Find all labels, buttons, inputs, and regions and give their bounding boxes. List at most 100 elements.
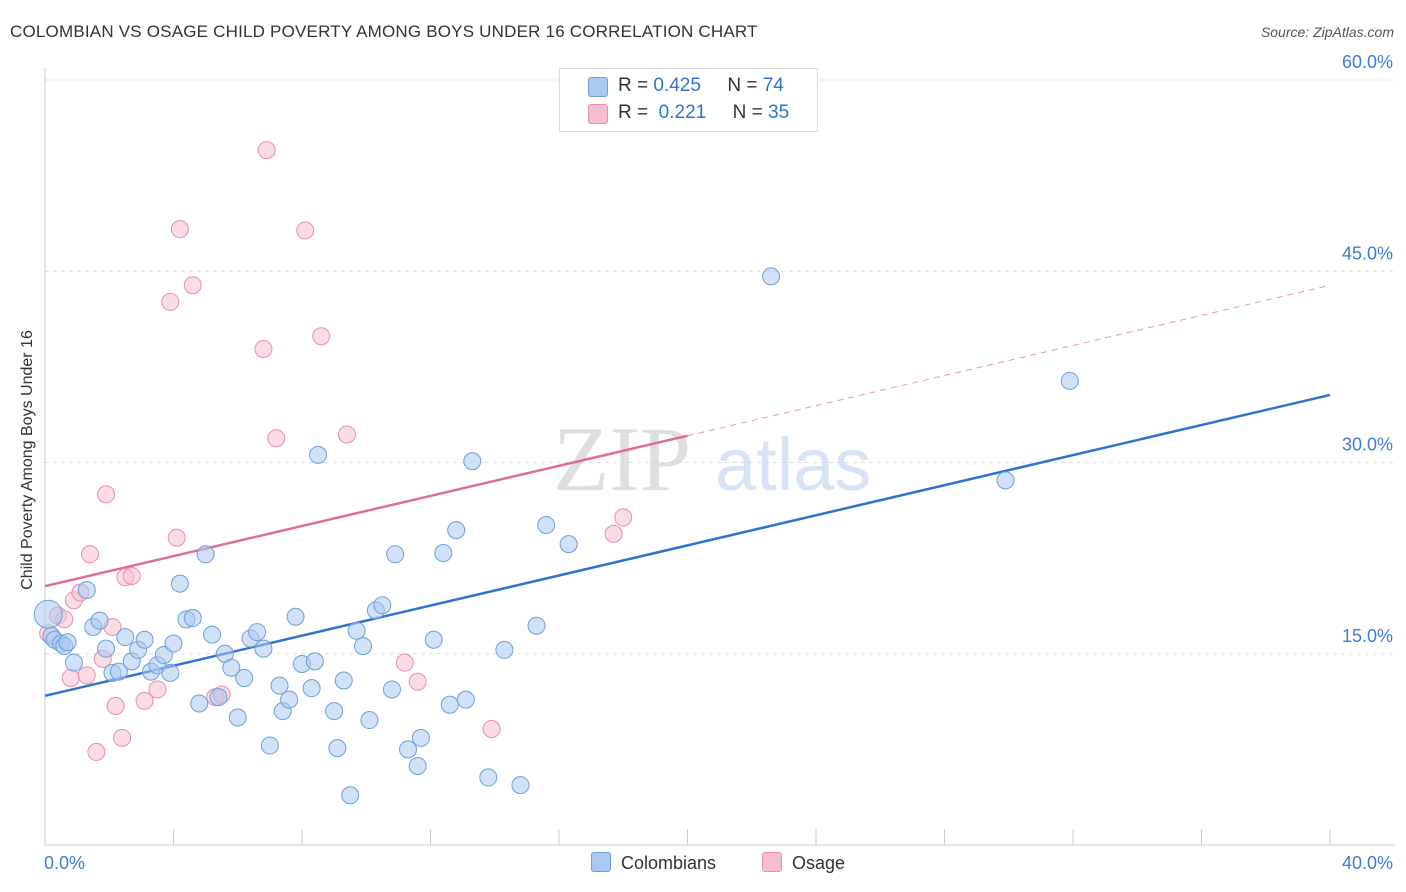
- colombians-point: [408, 756, 427, 775]
- colombians-point: [527, 616, 546, 635]
- colombians-point: [90, 611, 109, 630]
- colombians-point: [996, 471, 1015, 490]
- colombians-point: [434, 544, 453, 563]
- colombians-point: [203, 625, 222, 644]
- y-tick-label: 30.0%: [1342, 435, 1393, 455]
- colombians-point: [386, 545, 405, 564]
- source-credit: Source: ZipAtlas.com: [1260, 24, 1394, 40]
- colombians-point: [328, 739, 347, 758]
- colombians-point: [447, 521, 466, 540]
- colombians-point: [209, 688, 228, 707]
- osage-point: [614, 508, 633, 527]
- y-tick-label: 45.0%: [1342, 243, 1393, 263]
- colombians-point: [456, 690, 475, 709]
- legend-r-label: R =: [618, 102, 649, 123]
- bottom-legend-colombians: Colombians: [591, 852, 716, 874]
- osage-point: [408, 672, 427, 691]
- osage-point: [482, 719, 501, 738]
- colombians-point: [399, 740, 418, 759]
- colombians-point: [479, 768, 498, 787]
- colombians-point: [280, 690, 299, 709]
- chart-title: COLOMBIAN VS OSAGE CHILD POVERTY AMONG B…: [10, 22, 758, 41]
- osage-point: [337, 425, 356, 444]
- osage-point: [148, 680, 167, 699]
- x-tick-label: 40.0%: [1342, 853, 1393, 873]
- colombians-point: [190, 694, 209, 713]
- colombians-point: [286, 607, 305, 626]
- y-tick-label: 60.0%: [1342, 52, 1393, 72]
- correlation-legend: R = 0.425 N = 74 R = 0.221 N = 35: [559, 68, 818, 132]
- legend-n-value: 35: [768, 102, 790, 123]
- osage-point: [257, 141, 276, 160]
- watermark-atlas: atlas: [715, 423, 871, 506]
- legend-n-value: 74: [762, 75, 784, 96]
- colombians-point: [347, 621, 366, 640]
- y-tick-label: 15.0%: [1342, 626, 1393, 646]
- colombians-point: [382, 680, 401, 699]
- osage-point: [183, 276, 202, 295]
- tick-labels: 15.0% 30.0% 45.0% 60.0% 0.0% 40.0%: [44, 52, 1393, 873]
- colombians-point: [1060, 371, 1079, 390]
- osage-point: [161, 292, 180, 311]
- colombians-point: [373, 596, 392, 615]
- osage-swatch: [588, 104, 608, 124]
- colombians-point: [170, 574, 189, 593]
- colombians-point: [196, 545, 215, 564]
- legend-r-value: 0.221: [658, 102, 707, 123]
- colombians-point: [762, 267, 781, 286]
- osage-point: [122, 566, 141, 585]
- osage-point: [97, 485, 116, 504]
- watermark-zip: ZIP: [553, 408, 691, 510]
- colombians-swatch: [588, 77, 608, 97]
- osage-point: [170, 220, 189, 239]
- colombians-point: [228, 708, 247, 727]
- colombians-point: [309, 445, 328, 464]
- colombians-point: [424, 630, 443, 649]
- colombians-point: [260, 736, 279, 755]
- osage-point: [254, 340, 273, 359]
- gridlines: [45, 79, 1395, 655]
- colombians-point: [164, 634, 183, 653]
- colombians-point: [334, 671, 353, 690]
- colombians-point: [77, 581, 96, 599]
- axes: [44, 68, 1395, 846]
- legend-n-label: N =: [727, 75, 758, 96]
- colombians-point: [33, 599, 63, 629]
- colombians-point: [135, 630, 154, 649]
- colombians-legend-swatch: [591, 852, 611, 872]
- colombians-point: [183, 609, 202, 628]
- osage-point: [267, 429, 286, 448]
- colombians-point: [341, 786, 360, 805]
- x-tick-label: 0.0%: [44, 853, 85, 873]
- colombians-point: [360, 711, 379, 730]
- colombians-point: [64, 653, 83, 672]
- osage-point: [106, 697, 125, 716]
- osage-point: [61, 668, 80, 687]
- osage-point: [80, 545, 99, 564]
- osage-trend-extension: [687, 284, 1331, 437]
- colombians-point: [154, 646, 173, 665]
- colombians-point: [537, 515, 556, 534]
- osage-point: [77, 666, 96, 685]
- osage-legend-label: Osage: [792, 853, 846, 873]
- colombians-point: [325, 702, 344, 721]
- colombians-point: [354, 637, 373, 656]
- osage-legend-swatch: [762, 852, 782, 872]
- colombians-point: [58, 633, 77, 652]
- colombians-point: [222, 658, 241, 677]
- colombians-point: [440, 695, 459, 714]
- bottom-legend-osage: Osage: [762, 852, 845, 874]
- legend-r-value: 0.425: [653, 75, 701, 96]
- colombians-point: [559, 535, 578, 554]
- colombians-point: [270, 676, 289, 695]
- osage-point: [296, 221, 315, 240]
- colombians-point: [109, 662, 128, 681]
- osage-trend-line: [44, 434, 688, 588]
- osage-point: [312, 327, 331, 346]
- colombians-point: [411, 728, 430, 747]
- colombians-point: [305, 652, 324, 671]
- colombians-point: [495, 640, 514, 659]
- colombians-point: [254, 639, 273, 658]
- legend-n-label: N =: [732, 102, 763, 123]
- colombians-legend-label: Colombians: [621, 853, 717, 873]
